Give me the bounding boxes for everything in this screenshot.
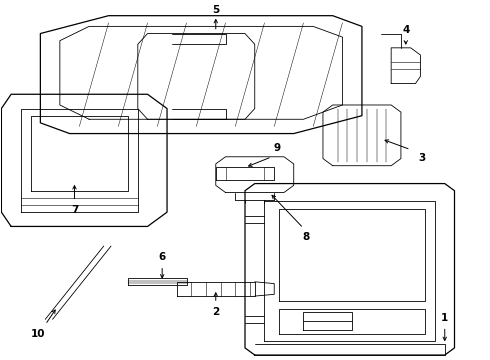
Text: 7: 7 bbox=[71, 205, 78, 215]
Text: 4: 4 bbox=[402, 25, 410, 35]
Text: 3: 3 bbox=[418, 153, 425, 163]
Text: 1: 1 bbox=[441, 313, 448, 323]
Text: 6: 6 bbox=[159, 252, 166, 262]
Text: 2: 2 bbox=[212, 307, 220, 317]
Text: 8: 8 bbox=[302, 232, 310, 242]
Text: 9: 9 bbox=[273, 143, 280, 153]
Text: 5: 5 bbox=[212, 5, 220, 15]
Text: 10: 10 bbox=[31, 329, 45, 339]
